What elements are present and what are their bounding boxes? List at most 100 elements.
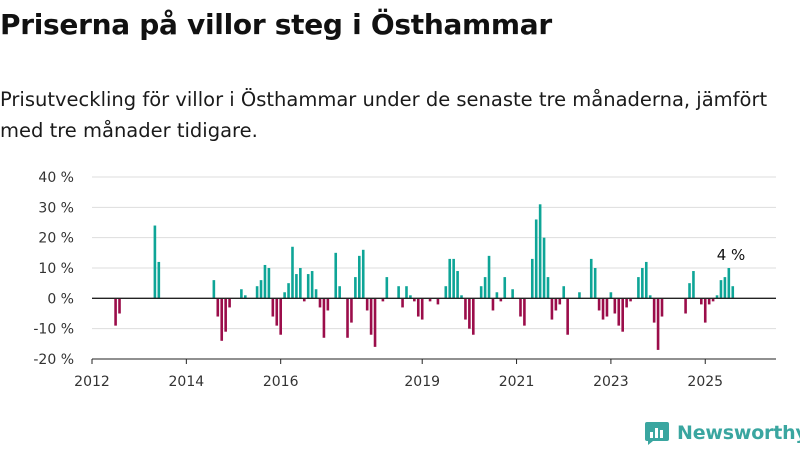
bar	[244, 295, 247, 299]
page-title: Priserna på villor steg i Östhammar	[0, 8, 552, 41]
y-tick-label: 40 %	[38, 170, 74, 186]
bar	[240, 289, 243, 299]
bar	[519, 298, 522, 317]
y-tick-label: 30 %	[38, 200, 74, 216]
bar	[334, 252, 338, 299]
bar	[397, 286, 400, 299]
bar	[589, 258, 593, 299]
bar	[409, 295, 412, 299]
bar	[436, 298, 440, 305]
x-tick-label: 2014	[169, 374, 205, 390]
bar	[306, 274, 310, 299]
latest-value-label: 4 %	[717, 246, 746, 264]
bar	[338, 286, 341, 299]
bar	[212, 280, 216, 299]
bar	[625, 298, 628, 308]
bar	[267, 268, 271, 299]
y-tick-label: -20 %	[33, 352, 74, 368]
bar	[464, 298, 467, 320]
bar	[538, 204, 542, 299]
x-tick-label: 2012	[74, 374, 110, 390]
bar	[503, 277, 507, 299]
x-tick-label: 2021	[499, 374, 535, 390]
bar	[644, 261, 648, 299]
bar	[648, 295, 652, 299]
bar	[703, 298, 707, 323]
bar	[637, 277, 640, 299]
bar	[354, 277, 357, 299]
bar	[593, 268, 597, 299]
bar	[369, 298, 373, 335]
bar	[428, 298, 432, 302]
bar	[413, 298, 416, 302]
bar	[684, 298, 687, 314]
bar	[621, 298, 624, 332]
bar	[566, 298, 569, 335]
bar	[448, 258, 452, 299]
bar	[228, 298, 231, 308]
bar	[365, 298, 369, 311]
bar	[118, 298, 121, 314]
bar	[224, 298, 227, 332]
y-tick-label: 20 %	[38, 231, 74, 247]
bar	[578, 292, 581, 299]
bar	[613, 298, 617, 314]
bar	[291, 246, 294, 299]
bar	[483, 277, 487, 299]
bar	[279, 298, 282, 335]
bar	[546, 277, 550, 299]
bar	[711, 298, 715, 302]
bar	[153, 225, 157, 299]
bar	[444, 286, 448, 299]
bar	[259, 280, 263, 299]
bar	[157, 261, 161, 299]
bar	[617, 298, 621, 326]
bar	[373, 298, 377, 347]
bar	[310, 271, 314, 299]
bar	[707, 298, 711, 305]
bar	[456, 271, 459, 299]
bar	[361, 249, 365, 299]
bar	[460, 295, 463, 299]
bar	[275, 298, 279, 326]
brand-name: Newsworthy	[677, 422, 800, 444]
bar	[542, 237, 546, 299]
bar	[468, 298, 471, 329]
bar	[416, 298, 420, 317]
y-tick-label: 10 %	[38, 261, 74, 277]
bar	[216, 298, 220, 317]
bar	[346, 298, 349, 338]
bar	[385, 277, 389, 299]
bar	[302, 298, 306, 302]
bar	[314, 289, 318, 299]
bar	[530, 258, 534, 299]
bar	[727, 268, 731, 299]
bar	[401, 298, 404, 308]
bar	[558, 298, 562, 305]
bar	[283, 292, 286, 299]
newsworthy-logo-icon	[645, 422, 669, 445]
bar	[656, 298, 660, 350]
bar	[692, 271, 695, 299]
bar	[220, 298, 224, 341]
bar	[660, 298, 664, 317]
bar	[601, 298, 605, 320]
bar	[295, 274, 298, 299]
bar	[326, 298, 330, 311]
bar	[472, 298, 475, 335]
bar	[605, 298, 609, 317]
bar	[550, 298, 554, 320]
y-tick-label: -10 %	[33, 322, 74, 338]
brand-logo: Newsworthy	[644, 420, 800, 446]
bar	[271, 298, 275, 317]
page-subtitle: Prisutveckling för villor i Östhammar un…	[0, 88, 768, 142]
bar	[255, 286, 259, 299]
x-tick-label: 2023	[593, 374, 629, 390]
bar	[318, 298, 322, 308]
bar	[263, 264, 267, 299]
bar	[381, 298, 385, 302]
bar	[405, 286, 408, 299]
bar	[299, 268, 302, 299]
bar	[287, 283, 290, 299]
bar-chart: 40 % 30 % 20 % 10 % 0 % -10 % -20 %2012 2014 201…	[33, 170, 776, 390]
